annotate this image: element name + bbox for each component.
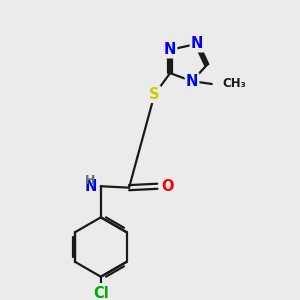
Text: Cl: Cl <box>93 286 109 300</box>
Text: N: N <box>186 74 198 88</box>
Text: CH₃: CH₃ <box>223 77 246 91</box>
Text: N: N <box>164 42 176 57</box>
Text: N: N <box>191 36 203 51</box>
Text: N: N <box>85 179 98 194</box>
Text: O: O <box>162 179 174 194</box>
Text: S: S <box>149 87 160 102</box>
Text: H: H <box>85 173 95 187</box>
